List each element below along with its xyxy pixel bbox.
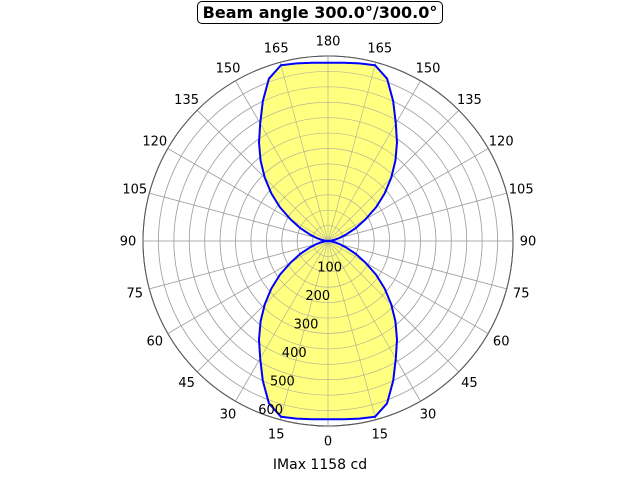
radial-gridline-overlay <box>296 209 360 273</box>
angle-tick-label: 75 <box>127 286 144 301</box>
x-axis-label: IMax 1158 cd <box>272 457 368 473</box>
angle-tick-label: 60 <box>493 335 510 350</box>
tick-layer: 0 15 30 45 60 75 90 105 120 135 150 165 180 165 150 135… <box>120 35 537 450</box>
angle-tick-label: 105 <box>509 183 534 198</box>
angle-tick-label: 75 <box>513 286 530 301</box>
angle-tick-label: 150 <box>416 61 441 76</box>
angle-tick-label: 0 <box>324 435 332 450</box>
angle-tick-label: 135 <box>174 93 199 108</box>
angle-tick-label: 30 <box>420 408 437 423</box>
data-layer <box>142 55 514 427</box>
angle-tick-label: 45 <box>461 376 478 391</box>
angle-tick-label: 165 <box>367 41 392 56</box>
radial-tick-label: 100 <box>317 261 342 276</box>
angle-tick-label: 15 <box>268 428 285 443</box>
radial-tick-label: 400 <box>282 346 307 361</box>
radial-gridline-overlay <box>204 117 452 365</box>
angle-tick-label: 105 <box>122 183 147 198</box>
radial-tick-label: 500 <box>270 374 295 389</box>
angle-tick-label: 150 <box>216 61 241 76</box>
chart-title: Beam angle 300.0°/300.0° <box>0 1 640 24</box>
radial-gridline-overlay <box>219 132 437 350</box>
angle-tick-label: 90 <box>520 235 537 250</box>
radial-gridline-overlay <box>142 55 514 427</box>
angle-tick-label: 165 <box>264 41 289 56</box>
radial-gridline-overlay <box>281 194 375 288</box>
radial-tick-label: 300 <box>294 318 319 333</box>
radial-gridline-overlay <box>312 225 344 257</box>
angle-tick-label: 90 <box>120 235 137 250</box>
angle-tick-label: 135 <box>457 93 482 108</box>
radial-gridline-overlay <box>188 101 468 381</box>
radial-tick-label: 600 <box>258 403 283 418</box>
angle-tick-label: 45 <box>178 376 195 391</box>
radial-gridline-overlay <box>235 148 421 334</box>
radial-gridline-overlay <box>250 163 406 319</box>
radial-tick-label: 200 <box>305 289 330 304</box>
angle-tick-label: 120 <box>142 135 167 150</box>
intensity-curve <box>258 61 398 421</box>
radial-gridline-overlay <box>265 178 391 304</box>
chart-title-text: Beam angle 300.0°/300.0° <box>196 1 444 24</box>
radial-gridline-overlay <box>158 71 498 411</box>
angle-tick-label: 120 <box>489 135 514 150</box>
angle-tick-label: 180 <box>316 35 341 50</box>
angle-tick-label: 30 <box>220 408 237 423</box>
angle-tick-label: 15 <box>372 428 389 443</box>
radial-gridline-overlay <box>173 86 483 396</box>
angle-tick-label: 60 <box>147 335 164 350</box>
